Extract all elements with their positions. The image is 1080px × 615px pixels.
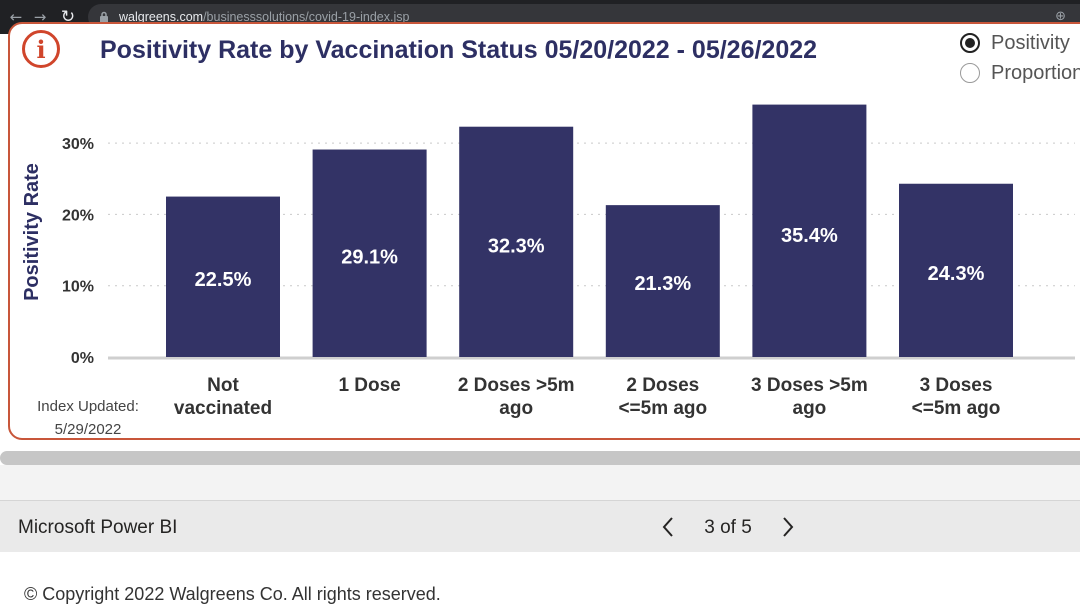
index-updated-date: 5/29/2022 [54,421,122,438]
radio-positivity[interactable]: Positivity [960,28,1080,58]
index-updated: Index Updated: 5/29/2022 [30,395,146,441]
x-tick-label: ago [793,398,827,419]
back-icon[interactable]: ← [9,8,23,26]
copyright-text: © Copyright 2022 Walgreens Co. All right… [24,584,441,604]
bar [899,183,1013,357]
x-tick-label: 3 Doses [920,375,993,396]
radio-label-proportion: Proportion [991,61,1080,84]
url-text: walgreens.com/businesssolutions/covid-19… [119,10,409,24]
radio-selected-icon[interactable] [960,33,980,53]
y-axis-title: Positivity Rate [21,163,43,301]
chart-title: Positivity Rate by Vaccination Status 05… [100,36,818,64]
chevron-right-icon [783,517,794,537]
horizontal-scrollbar[interactable] [0,451,1080,465]
next-page-button[interactable] [776,513,800,541]
bar-chart: 0% 10% 20% 30% Positivity Rate 22.5% Notvaccin… [21,104,1075,419]
x-tick-label: <=5m ago [912,398,1001,419]
x-tick-label: <=5m ago [618,398,707,419]
data-label: 32.3% [488,235,545,257]
forward-icon[interactable]: → [33,8,47,26]
url-path: /businesssolutions/covid-19-index.jsp [203,10,410,24]
zoom-icon[interactable]: ⊕ [1055,9,1066,24]
radio-label-positivity: Positivity [991,31,1070,54]
lock-icon [97,10,111,24]
radio-unselected-icon[interactable] [960,63,980,83]
info-icon[interactable]: i [22,30,60,68]
y-tick-label: 30% [62,136,94,153]
y-tick-label: 20% [62,207,94,224]
y-tick-label: 10% [62,279,94,296]
bar [312,149,427,357]
x-tick-label: 2 Doses [626,375,699,396]
data-label: 21.3% [634,273,691,295]
bar [166,196,280,357]
x-tick-label: 1 Dose [338,375,400,396]
chevron-left-icon [662,517,673,537]
bar [459,126,574,358]
data-label: 22.5% [195,269,252,291]
x-tick-label: Not [207,375,239,396]
index-updated-label: Index Updated: [37,398,139,415]
x-tick-label: 2 Doses >5m [458,375,575,396]
data-label: 24.3% [928,263,985,285]
data-label: 35.4% [781,225,838,247]
page-indicator: 3 of 5 [704,517,752,538]
powerbi-footer: Microsoft Power BI 3 of 5 [0,500,1080,552]
x-tick-label: ago [499,398,533,419]
powerbi-link[interactable]: Microsoft Power BI [18,517,178,538]
x-tick-label: 3 Doses >5m [751,375,868,396]
bar [752,104,867,358]
report-background [0,465,1080,500]
x-tick-label: vaccinated [174,398,272,419]
data-label: 29.1% [341,246,398,268]
previous-page-button[interactable] [656,513,680,541]
measure-radio-group: Positivity Proportion [960,28,1080,88]
y-tick-label: 0% [71,350,94,367]
radio-proportion[interactable]: Proportion [960,58,1080,88]
url-domain: walgreens.com [119,10,204,24]
bar [605,205,720,357]
